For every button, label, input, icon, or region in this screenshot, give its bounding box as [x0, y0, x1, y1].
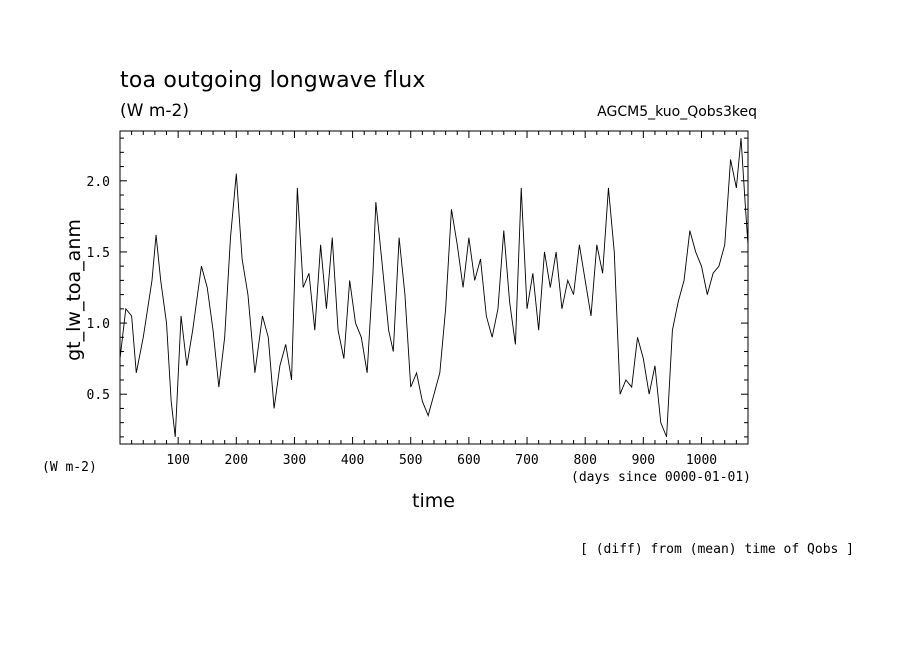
y-tick-label: 1.0: [87, 317, 110, 332]
x-tick-label: 600: [457, 453, 480, 468]
axis-tick-labels: 100 200 300 400 500 600 700 800 900 1000 0.5 1.0 1.5…: [87, 175, 718, 468]
y-tick-label: 1.5: [87, 246, 110, 261]
x-tick-label: 300: [283, 453, 306, 468]
x-axis-label: time: [412, 490, 455, 512]
series-line: [119, 138, 749, 438]
plot-frame: [119, 130, 749, 445]
chart-title: toa outgoing longwave flux: [120, 68, 426, 93]
y-tick-label: 0.5: [87, 388, 110, 403]
x-tick-label: 1000: [686, 453, 717, 468]
x-axis-units: (days since 0000-01-01): [571, 470, 752, 485]
x-tick-label: 900: [632, 453, 655, 468]
axis-ticks: [120, 131, 748, 444]
x-tick-label: 400: [341, 453, 364, 468]
x-tick-label: 700: [515, 453, 538, 468]
run-name: AGCM5_kuo_Qobs3keq: [597, 104, 757, 120]
x-tick-label: 100: [166, 453, 189, 468]
x-tick-label: 800: [573, 453, 596, 468]
chart-units: (W m-2): [120, 101, 189, 121]
y-tick-label: 2.0: [87, 175, 110, 190]
x-tick-label: 200: [225, 453, 248, 468]
x-tick-label: 500: [399, 453, 422, 468]
chart-footnote: [ (diff) from (mean) time of Qobs ]: [580, 542, 854, 557]
y-axis-units: (W m-2): [42, 460, 97, 475]
